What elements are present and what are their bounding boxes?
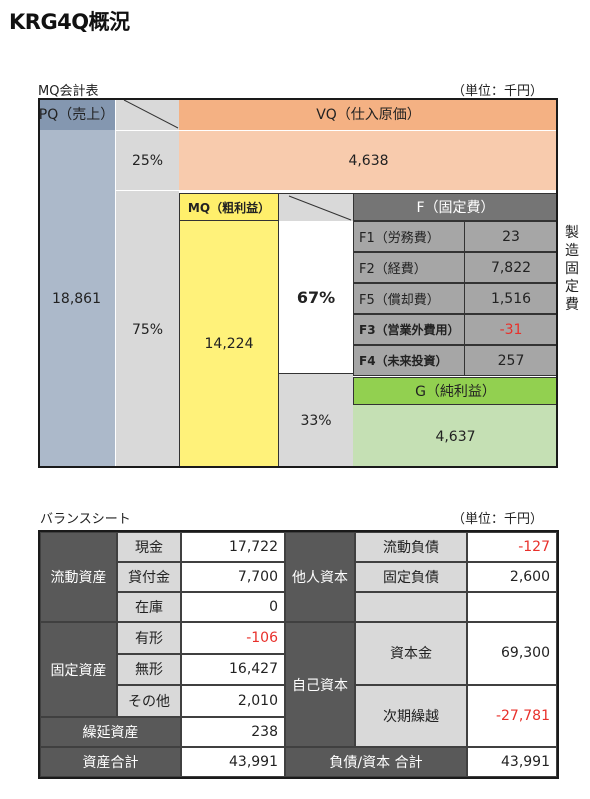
f-header-diagonal-cell [279, 193, 353, 221]
side-note-char: 造 [565, 243, 579, 259]
manufacturing-fixed-cost-note: 製造固定費 [564, 224, 580, 314]
pq-value: 18,861 [38, 130, 115, 468]
current-asset-value: 17,722 [181, 532, 285, 562]
current-asset-label: 現金 [117, 532, 181, 562]
mq-unit-label: （単位：千円） [452, 84, 544, 99]
f-item-label: F3（営業外費用） [353, 314, 465, 345]
side-note-char: 費 [565, 297, 579, 313]
bs-unit-label: （単位：千円） [452, 512, 544, 527]
f-item-value: -31 [465, 314, 558, 345]
vq-percent: 25% [115, 130, 179, 190]
other-capital-label: 他人資本 [285, 532, 355, 622]
balance-sheet-caption: バランスシート [40, 512, 131, 527]
vq-header: VQ（仕入原価） [179, 98, 558, 130]
f-item-value: 23 [465, 221, 558, 252]
f-item-label: F1（労務費） [353, 221, 465, 252]
fixed-assets-label: 固定資産 [40, 622, 117, 717]
equity-value: -27,781 [467, 684, 557, 747]
liabilities-total-value: 43,991 [467, 747, 557, 777]
mq-percent: 75% [115, 190, 179, 468]
f-item-label: F2（経費） [353, 252, 465, 283]
fixed-asset-value: 2,010 [181, 685, 285, 717]
liability-blank-value [467, 592, 557, 622]
deferred-assets-value: 238 [181, 717, 285, 747]
f-item-value: 7,822 [465, 252, 558, 283]
f-item-label: F4（未来投資） [353, 345, 465, 376]
diagonal-line [123, 99, 179, 129]
equity-label: 次期繰越 [355, 684, 467, 747]
liabilities-total-label: 負債/資本 合計 [285, 747, 467, 777]
assets-total-label: 資産合計 [40, 747, 181, 777]
equity-label: 資本金 [355, 622, 467, 685]
g-header: G（純利益） [353, 377, 558, 405]
page-title: KRG4Q概況 [9, 10, 130, 34]
fixed-asset-value: -106 [181, 622, 285, 654]
f-item-label: F5（償却費） [353, 283, 465, 314]
f-item-value: 1,516 [465, 283, 558, 314]
f-item-value: 257 [465, 345, 558, 376]
current-assets-label: 流動資産 [40, 532, 117, 622]
side-note-char: 製 [565, 225, 579, 241]
liability-blank-cell [355, 592, 467, 622]
mq-table: PQ（売上） 18,861 VQ（仕入原価） 25% 4,638 75% MQ（… [38, 98, 558, 468]
current-asset-value: 0 [181, 592, 285, 622]
liability-value: 2,600 [467, 562, 557, 592]
g-value: 4,637 [353, 405, 558, 468]
deferred-assets-label: 繰延資産 [40, 717, 181, 747]
fixed-asset-label: 有形 [117, 622, 181, 654]
fixed-asset-value: 16,427 [181, 653, 285, 686]
equity-label: 自己資本 [285, 622, 355, 747]
fixed-asset-label: 無形 [117, 653, 181, 686]
pq-header: PQ（売上） [38, 98, 115, 130]
mq-value: 14,224 [179, 221, 279, 468]
diagonal-line [288, 195, 352, 221]
current-asset-label: 貸付金 [117, 562, 181, 592]
vq-value: 4,638 [179, 130, 558, 190]
fixed-asset-label: その他 [117, 685, 181, 717]
f-percent: 67% [279, 221, 353, 374]
current-asset-label: 在庫 [117, 592, 181, 622]
assets-total-value: 43,991 [181, 747, 285, 777]
g-percent: 33% [279, 374, 353, 468]
liability-label: 流動負債 [355, 532, 467, 562]
equity-value: 69,300 [467, 622, 557, 685]
mq-table-caption: MQ会計表 [38, 84, 99, 99]
mq-header-diagonal-cell [115, 98, 179, 130]
liability-value: -127 [467, 532, 557, 562]
liability-label: 固定負債 [355, 562, 467, 592]
side-note-char: 定 [565, 279, 579, 295]
side-note-char: 固 [565, 261, 579, 277]
f-header: F（固定費） [353, 193, 558, 221]
current-asset-value: 7,700 [181, 562, 285, 592]
mq-header: MQ（粗利益） [179, 193, 279, 221]
balance-sheet-table: 流動資産 現金 17,722 貸付金 7,700 在庫 0 固定資産 有形 -106 無形 16… [38, 530, 559, 779]
